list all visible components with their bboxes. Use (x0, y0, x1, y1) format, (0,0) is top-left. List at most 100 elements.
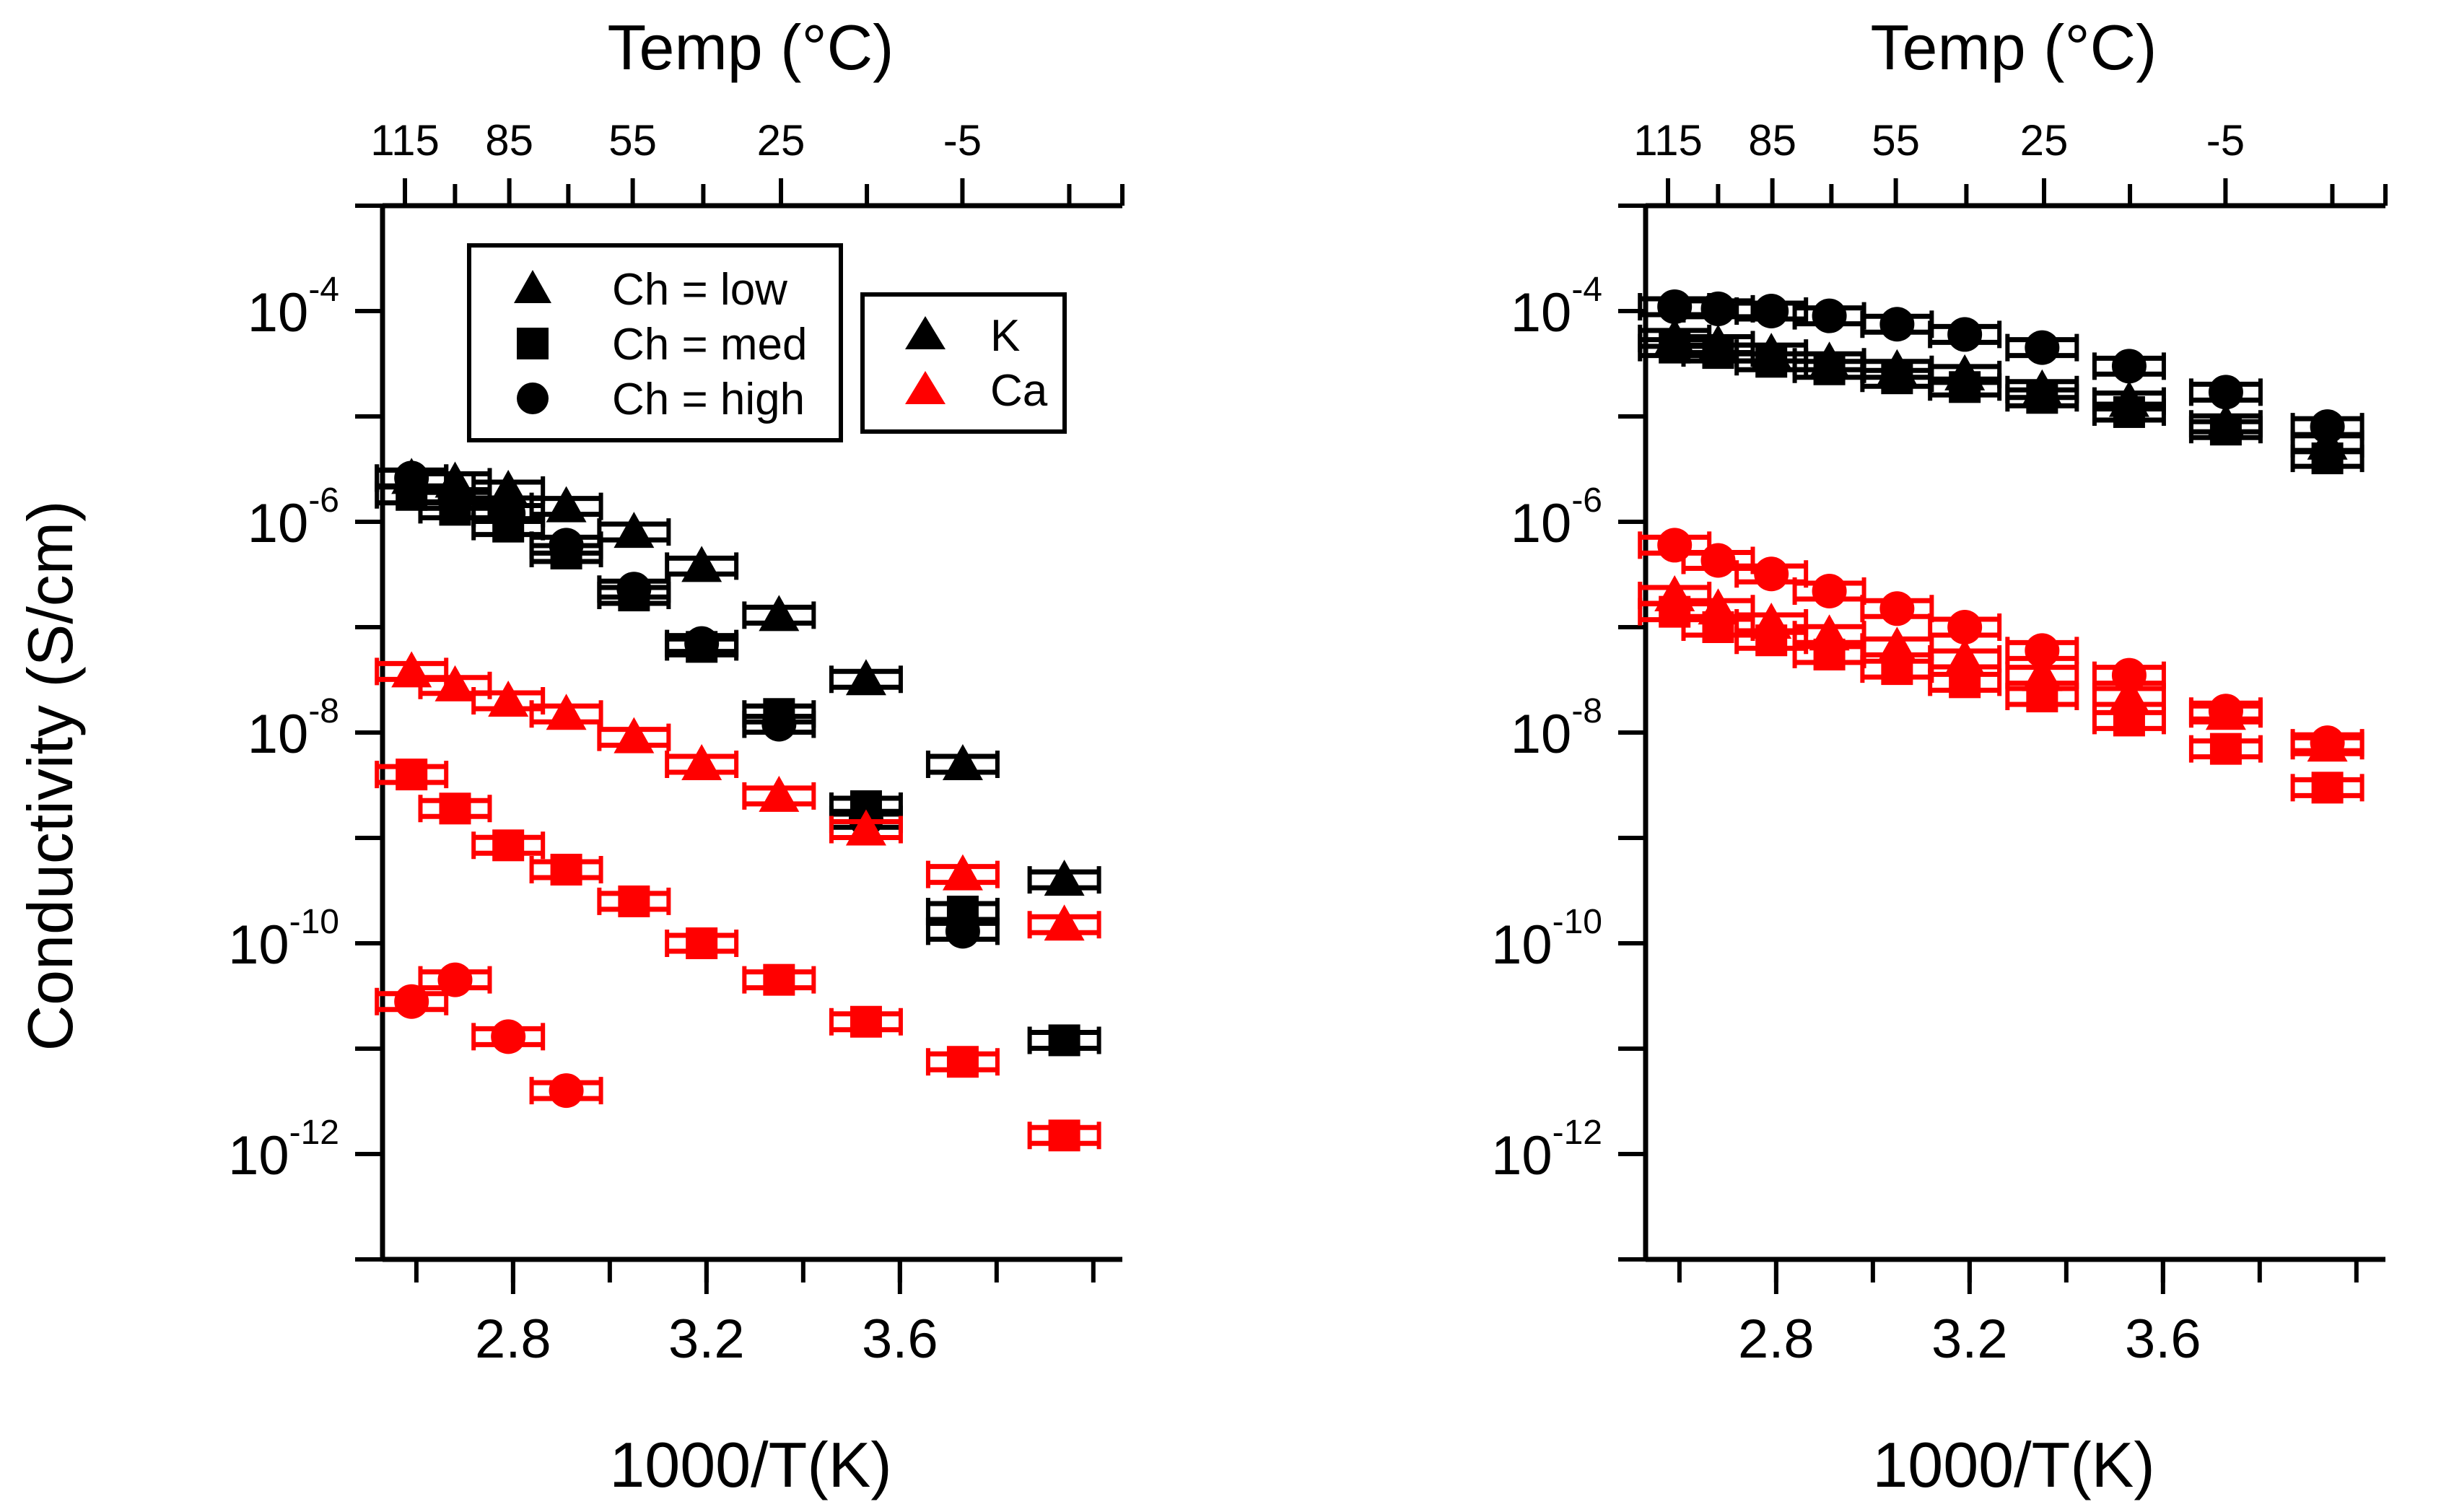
data-point-ca-square (1813, 638, 1846, 670)
data-point-k-triangle (488, 470, 529, 507)
data-point-ca-square (2113, 704, 2145, 737)
y-tick-base: 10 (1511, 704, 1572, 765)
data-point-ca-circle (1879, 591, 1915, 626)
data-point-ca-triangle (2205, 694, 2246, 730)
data-point-k-square (1702, 337, 1734, 370)
data-point-k-circle (2025, 330, 2060, 365)
data-point-k-circle (1754, 294, 1789, 328)
data-point-ca-triangle (1044, 904, 1085, 941)
y-tick-exponent: -6 (1571, 481, 1602, 520)
data-point-ca-square (850, 1005, 882, 1038)
data-point-ca-square (618, 885, 650, 917)
y-tick-label: 10-8 (248, 692, 339, 765)
data-point-k-circle (1947, 317, 1983, 352)
data-point-ca-square (1881, 653, 1913, 686)
series-group (1638, 289, 2364, 804)
data-point-ca-triangle (488, 681, 529, 717)
data-point-ca-triangle (391, 651, 432, 688)
x-tick-label: 3.2 (668, 1308, 745, 1370)
x-tick-label: 3.6 (2125, 1308, 2201, 1370)
y-axis-title: Conductivity (S/cm) (14, 501, 86, 1052)
data-point-k-square (1755, 346, 1788, 378)
y-tick-base: 10 (1491, 914, 1553, 976)
data-point-ca-triangle (435, 665, 476, 702)
data-point-k-triangle (1044, 860, 1085, 896)
y-tick-label: 10-4 (1511, 271, 1602, 344)
data-point-ca-triangle (759, 775, 800, 812)
y-tick-label: 10-6 (1511, 481, 1602, 554)
data-point-ca-triangle (1944, 638, 1986, 675)
y-tick-exponent: -4 (1571, 271, 1602, 309)
data-point-ca-square (1702, 611, 1734, 643)
data-point-k-circle (2208, 375, 2243, 410)
data-point-k-circle (1879, 307, 1915, 342)
y-tick-base: 10 (248, 704, 309, 765)
legend-circle-icon (517, 383, 549, 414)
y-tick-label: 10-10 (1491, 903, 1602, 976)
y-tick-label: 10-8 (1511, 692, 1602, 765)
data-point-ca-triangle (613, 717, 655, 753)
y-tick-exponent: -8 (1571, 692, 1602, 730)
y-tick-label: 10-12 (1491, 1114, 1602, 1187)
data-point-k-square (2209, 414, 2242, 446)
top-tick-label: 115 (1633, 116, 1703, 165)
data-point-ca-square (763, 963, 795, 996)
y-tick-label: 10-4 (248, 271, 339, 344)
data-point-k-triangle (546, 486, 587, 523)
data-point-k-square (2026, 382, 2058, 414)
data-point-k-circle (437, 483, 473, 518)
legend-label: Ch = low (612, 265, 787, 315)
data-point-ca-circle (491, 1019, 526, 1054)
legend-box (860, 292, 1067, 434)
y-tick-base: 10 (248, 282, 309, 344)
y-tick-exponent: -6 (308, 481, 339, 520)
legend-label: Ch = med (612, 320, 808, 370)
data-point-k-circle (684, 626, 720, 661)
top-tick-label: -5 (943, 116, 982, 165)
top-tick-label: -5 (2206, 116, 2245, 165)
data-point-ca-circle (1812, 574, 1847, 609)
data-point-ca-square (2311, 772, 2344, 804)
top-axis-title: Temp (°C) (608, 12, 894, 83)
data-point-k-square (1813, 353, 1846, 385)
legend-label: Ca (990, 366, 1048, 416)
top-tick-label: 85 (1748, 116, 1796, 165)
data-point-ca-square (1659, 595, 1691, 628)
y-tick-exponent: -10 (1553, 903, 1602, 941)
data-point-k-circle (491, 496, 526, 531)
data-point-k-triangle (681, 546, 722, 582)
data-point-k-triangle (759, 595, 800, 632)
data-point-k-circle (761, 707, 797, 742)
data-point-ca-square (396, 759, 428, 791)
legend-triangle-icon (905, 371, 946, 404)
x-tick-label: 2.8 (1738, 1308, 1815, 1370)
data-point-ca-square (1755, 624, 1788, 657)
data-point-ca-square (2209, 733, 2242, 765)
data-point-ca-triangle (845, 809, 886, 846)
y-tick-exponent: -12 (289, 1114, 339, 1152)
data-point-ca-triangle (2108, 676, 2149, 713)
data-point-ca-circle (2111, 657, 2147, 693)
data-point-ca-square (1949, 666, 1981, 699)
data-point-ca-square (492, 829, 525, 862)
data-point-k-triangle (845, 659, 886, 696)
legend-label: Ch = high (612, 375, 805, 424)
legend-triangle-icon (514, 270, 551, 303)
x-axis-title: 1000/T(K) (1872, 1429, 2154, 1500)
x-axis-title: 1000/T(K) (609, 1429, 891, 1500)
data-point-k-circle (945, 914, 980, 949)
data-point-ca-circle (1947, 610, 1983, 644)
data-point-k-triangle (942, 743, 983, 780)
data-point-k-square (2113, 396, 2145, 428)
y-tick-exponent: -12 (1553, 1114, 1602, 1152)
legend-ion-key: KCa (860, 292, 1067, 434)
data-point-ca-circle (2025, 633, 2060, 668)
data-point-k-circle (2111, 349, 2147, 384)
top-tick-label: 115 (370, 116, 440, 165)
data-point-k-square (1881, 362, 1913, 395)
data-point-ca-circle (437, 962, 473, 997)
data-point-ca-triangle (546, 694, 587, 730)
